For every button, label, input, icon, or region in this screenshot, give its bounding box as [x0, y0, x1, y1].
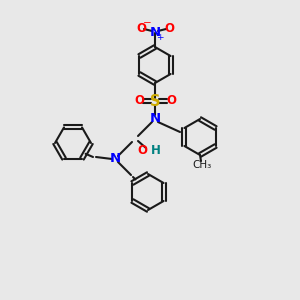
Text: S: S — [150, 94, 160, 109]
Text: +: + — [156, 34, 164, 43]
Text: −: − — [142, 18, 152, 28]
Text: N: N — [149, 112, 161, 125]
Text: O: O — [166, 94, 176, 107]
Text: O: O — [134, 94, 144, 107]
Text: N: N — [110, 152, 121, 166]
Text: O: O — [164, 22, 174, 34]
Text: N: N — [149, 26, 161, 40]
Text: O: O — [136, 22, 146, 34]
Text: O: O — [137, 145, 147, 158]
Text: H: H — [151, 145, 161, 158]
Text: CH₃: CH₃ — [192, 160, 212, 170]
